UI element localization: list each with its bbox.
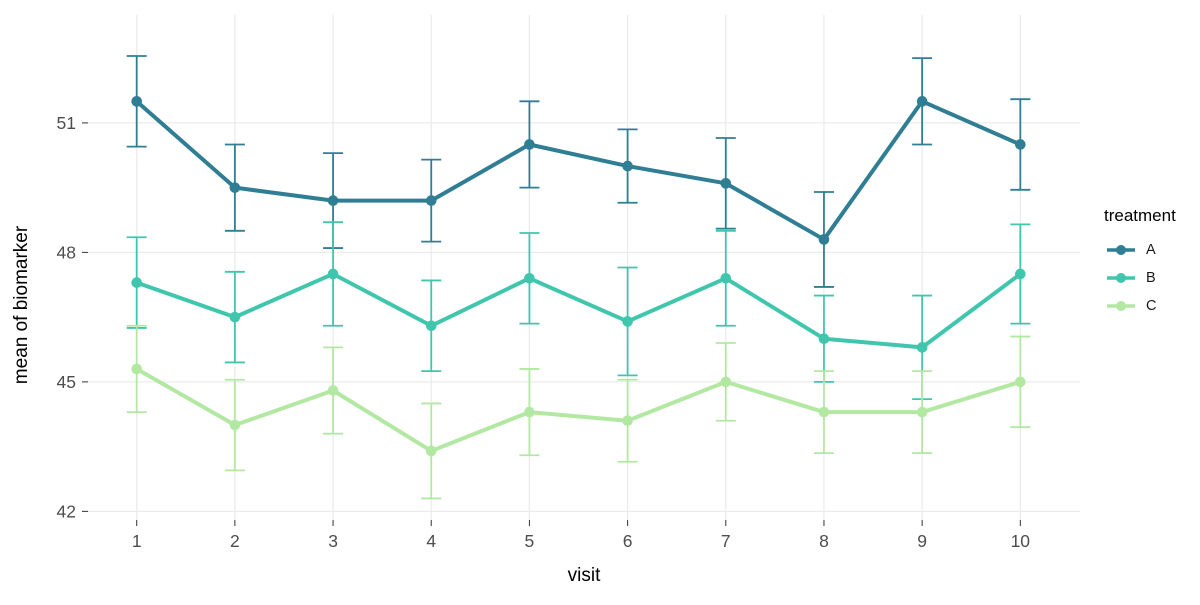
data-point-A-7 — [720, 178, 732, 189]
y-tick-label-45: 45 — [57, 372, 76, 392]
series-line-A — [135, 99, 1022, 242]
data-point-C-6 — [622, 415, 633, 427]
data-point-C-10 — [1015, 376, 1026, 388]
data-point-A-10 — [1015, 139, 1026, 150]
data-point-B-4 — [425, 320, 437, 332]
data-point-A-1 — [131, 96, 142, 107]
series-line-B — [136, 271, 1022, 350]
data-point-C-9 — [916, 406, 928, 418]
x-tick-label-2: 2 — [230, 531, 240, 551]
series-line-C — [135, 367, 1021, 453]
x-tick-label-9: 9 — [917, 531, 927, 551]
x-tick-label-7: 7 — [721, 531, 731, 551]
legend-item-B: B — [1104, 264, 1156, 292]
x-tick-label-3: 3 — [328, 531, 338, 551]
data-point-A-4 — [425, 195, 437, 206]
data-point-A-8 — [818, 234, 830, 245]
x-tick-label-10: 10 — [1011, 531, 1031, 551]
x-tick-label-1: 1 — [132, 531, 142, 551]
x-tick-label-4: 4 — [426, 531, 436, 551]
legend-label-A: A — [1146, 242, 1156, 258]
legend-key-icon-A — [1107, 245, 1135, 255]
legend-key-icon-C — [1107, 301, 1135, 311]
legend-item-C: C — [1104, 292, 1156, 320]
data-point-B-5 — [524, 272, 535, 284]
legend-item-A: A — [1104, 236, 1156, 264]
data-point-A-9 — [916, 96, 928, 107]
x-tick-label-6: 6 — [623, 531, 633, 551]
legend-title: treatment — [1104, 206, 1176, 225]
data-point-C-5 — [524, 406, 535, 418]
data-point-B-8 — [818, 333, 830, 345]
data-point-B-10 — [1015, 268, 1026, 280]
y-tick-label-48: 48 — [57, 243, 76, 263]
x-tick-label-8: 8 — [819, 531, 829, 551]
data-point-C-3 — [327, 385, 339, 396]
data-point-A-6 — [622, 160, 633, 172]
legend-key-icon-B — [1107, 273, 1135, 283]
data-point-B-1 — [131, 277, 142, 288]
data-point-A-3 — [327, 195, 339, 206]
data-point-B-9 — [916, 342, 928, 353]
legend-label-B: B — [1146, 270, 1156, 286]
data-point-A-2 — [229, 182, 241, 193]
x-tick-label-5: 5 — [525, 531, 535, 551]
data-point-A-5 — [524, 139, 535, 150]
data-point-C-2 — [229, 419, 241, 431]
legend-label-C: C — [1146, 298, 1157, 314]
data-point-C-1 — [131, 363, 142, 375]
y-axis-title: mean of biomarker — [11, 225, 32, 385]
data-point-B-2 — [229, 311, 241, 323]
x-axis-title: visit — [567, 565, 601, 586]
data-point-B-6 — [622, 316, 633, 327]
data-point-B-3 — [327, 268, 339, 280]
data-point-C-7 — [720, 376, 732, 388]
data-point-B-7 — [720, 272, 732, 284]
y-tick-label-42: 42 — [57, 501, 76, 521]
data-point-C-4 — [425, 445, 437, 457]
data-point-C-8 — [818, 406, 830, 418]
y-tick-label-51: 51 — [57, 113, 76, 133]
